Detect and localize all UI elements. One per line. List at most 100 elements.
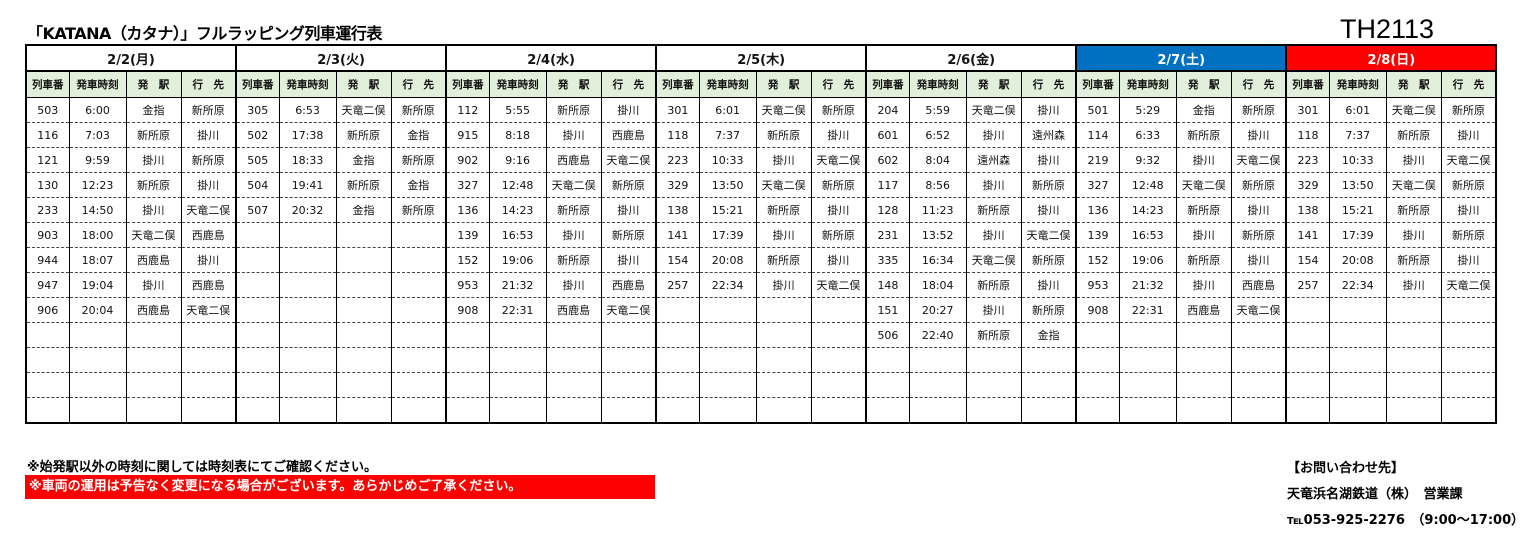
destination-cell: 掛川 bbox=[180, 172, 238, 198]
departure-time-cell: 10:33 bbox=[698, 147, 757, 173]
destination-cell bbox=[1020, 347, 1078, 373]
destination-cell bbox=[180, 397, 238, 424]
origin-station-cell bbox=[1175, 322, 1232, 348]
train-number-cell: 116 bbox=[25, 122, 70, 148]
column-header-destination: 行 先 bbox=[600, 70, 658, 98]
departure-time-cell bbox=[278, 372, 337, 398]
day-header: 2/8(日) bbox=[1285, 44, 1498, 72]
destination-cell: 掛川 bbox=[1020, 147, 1078, 173]
origin-station-cell: 掛川 bbox=[1175, 147, 1232, 173]
train-number-cell: 503 bbox=[25, 97, 70, 123]
destination-cell: 金指 bbox=[390, 172, 448, 198]
destination-cell bbox=[1440, 347, 1498, 373]
destination-cell bbox=[390, 397, 448, 424]
train-number-cell: 141 bbox=[1285, 222, 1330, 248]
train-number-cell: 944 bbox=[25, 247, 70, 273]
train-number-cell: 906 bbox=[25, 297, 70, 323]
train-number-cell bbox=[655, 297, 700, 323]
departure-time-cell: 18:33 bbox=[278, 147, 337, 173]
departure-time-cell bbox=[278, 397, 337, 424]
origin-station-cell bbox=[755, 372, 812, 398]
table-row: 503 6:00 金指 新所原 305 6:53 天竜二俣 新所原 112 5:55 新所原 掛川 30… bbox=[25, 97, 1498, 123]
departure-time-cell: 6:53 bbox=[278, 97, 337, 123]
train-number-cell: 327 bbox=[1075, 172, 1120, 198]
origin-station-cell: 掛川 bbox=[1385, 272, 1442, 298]
train-number-cell bbox=[25, 397, 70, 424]
column-header-origin-station: 発 駅 bbox=[125, 70, 182, 98]
origin-station-cell: 金指 bbox=[1175, 97, 1232, 123]
destination-cell bbox=[810, 397, 868, 424]
origin-station-cell: 新所原 bbox=[1385, 247, 1442, 273]
train-number-cell bbox=[1075, 322, 1120, 348]
departure-time-cell bbox=[278, 222, 337, 248]
origin-station-cell: 天竜二俣 bbox=[755, 172, 812, 198]
train-number-cell bbox=[865, 397, 910, 424]
timetable-note: ※始発駅以外の時刻に関しては時刻表にてご確認ください。 bbox=[27, 460, 377, 475]
destination-cell bbox=[810, 322, 868, 348]
train-number-cell: 915 bbox=[445, 122, 490, 148]
departure-time-cell bbox=[1328, 297, 1387, 323]
origin-station-cell: 天竜二俣 bbox=[1385, 97, 1442, 123]
origin-station-cell: 掛川 bbox=[545, 122, 602, 148]
column-header-departure-time: 発車時刻 bbox=[68, 70, 127, 98]
table-row: 116 7:03 新所原 掛川 502 17:38 新所原 金指 915 8:18 掛川 西鹿島 118… bbox=[25, 122, 1498, 148]
train-number-cell: 154 bbox=[1285, 247, 1330, 273]
departure-time-cell: 22:34 bbox=[1328, 272, 1387, 298]
train-number-cell: 148 bbox=[865, 272, 910, 298]
origin-station-cell bbox=[965, 347, 1022, 373]
destination-cell: 西鹿島 bbox=[180, 222, 238, 248]
destination-cell: 天竜二俣 bbox=[810, 272, 868, 298]
departure-time-cell: 8:56 bbox=[908, 172, 967, 198]
train-number-cell: 257 bbox=[655, 272, 700, 298]
destination-cell: 新所原 bbox=[1020, 297, 1078, 323]
destination-cell bbox=[1230, 372, 1288, 398]
origin-station-cell bbox=[965, 372, 1022, 398]
departure-time-cell: 9:59 bbox=[68, 147, 127, 173]
origin-station-cell: 掛川 bbox=[125, 147, 182, 173]
train-number-cell: 231 bbox=[865, 222, 910, 248]
origin-station-cell: 天竜二俣 bbox=[755, 97, 812, 123]
train-number-cell: 152 bbox=[445, 247, 490, 273]
origin-station-cell bbox=[125, 322, 182, 348]
train-number-cell bbox=[655, 372, 700, 398]
departure-time-cell: 21:32 bbox=[488, 272, 547, 298]
train-number-cell bbox=[235, 347, 280, 373]
column-header-train-number: 列車番 bbox=[445, 70, 490, 98]
train-number-cell bbox=[865, 347, 910, 373]
destination-cell: 新所原 bbox=[600, 222, 658, 248]
departure-time-cell: 20:04 bbox=[68, 297, 127, 323]
train-number-cell bbox=[235, 372, 280, 398]
origin-station-cell: 掛川 bbox=[965, 297, 1022, 323]
departure-time-cell: 17:38 bbox=[278, 122, 337, 148]
origin-station-cell: 新所原 bbox=[125, 172, 182, 198]
destination-cell: 新所原 bbox=[1020, 172, 1078, 198]
origin-station-cell bbox=[965, 397, 1022, 424]
origin-station-cell: 西鹿島 bbox=[545, 147, 602, 173]
origin-station-cell: 掛川 bbox=[1385, 147, 1442, 173]
departure-time-cell: 13:50 bbox=[698, 172, 757, 198]
train-number-cell: 154 bbox=[655, 247, 700, 273]
train-number-cell: 908 bbox=[445, 297, 490, 323]
departure-time-cell bbox=[698, 322, 757, 348]
destination-cell: 新所原 bbox=[180, 97, 238, 123]
origin-station-cell: 天竜二俣 bbox=[965, 97, 1022, 123]
day-header: 2/4(水) bbox=[445, 44, 658, 72]
origin-station-cell: 新所原 bbox=[1175, 122, 1232, 148]
train-number-cell: 501 bbox=[1075, 97, 1120, 123]
contact-info: 【お問い合わせ先】 天竜浜名湖鉄道（株） 営業課 ℡053-925-2276 （… bbox=[1287, 456, 1524, 534]
destination-cell: 新所原 bbox=[1230, 97, 1288, 123]
destination-cell: 西鹿島 bbox=[600, 272, 658, 298]
departure-time-cell: 11:23 bbox=[908, 197, 967, 223]
departure-time-cell bbox=[278, 322, 337, 348]
column-header-departure-time: 発車時刻 bbox=[1328, 70, 1387, 98]
departure-time-cell: 20:32 bbox=[278, 197, 337, 223]
origin-station-cell: 金指 bbox=[335, 147, 392, 173]
departure-time-cell: 8:18 bbox=[488, 122, 547, 148]
destination-cell: 天竜二俣 bbox=[1230, 297, 1288, 323]
origin-station-cell: 西鹿島 bbox=[545, 297, 602, 323]
table-row: 506 22:40 新所原 金指 bbox=[25, 322, 1498, 348]
train-number-cell bbox=[235, 322, 280, 348]
departure-time-cell: 16:34 bbox=[908, 247, 967, 273]
train-number-cell: 953 bbox=[1075, 272, 1120, 298]
origin-station-cell bbox=[1385, 322, 1442, 348]
